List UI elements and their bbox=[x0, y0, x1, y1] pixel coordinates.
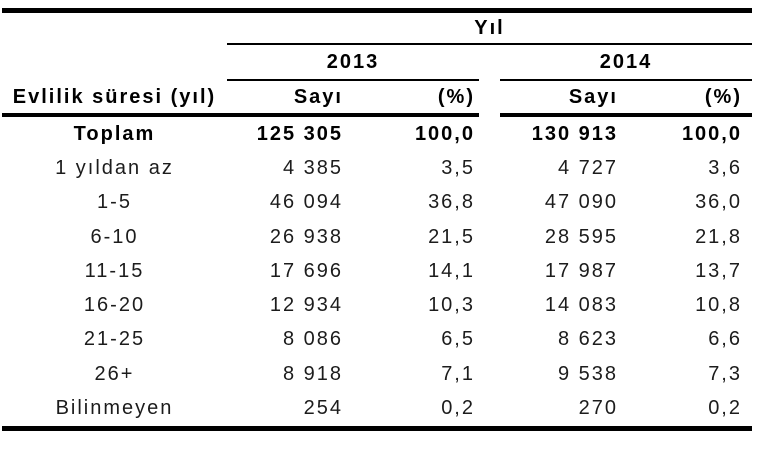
year-2013-header: 2013 bbox=[227, 45, 479, 81]
table-body: Toplam 125 305 100,0 130 913 100,0 1 yıldan a… bbox=[2, 117, 752, 426]
cell-2014-pct: 13,7 bbox=[695, 259, 742, 282]
column-gap bbox=[479, 288, 500, 322]
cell-2013-pct: 14,1 bbox=[428, 259, 475, 282]
cell-2013-sayi: 8 086 bbox=[282, 328, 343, 351]
cell-2013-pct: 100,0 bbox=[414, 122, 475, 145]
table-row: 11-15 17 696 14,1 17 987 13,7 bbox=[2, 254, 752, 288]
table-row: Bilinmeyen 254 0,2 270 0,2 bbox=[2, 391, 752, 425]
table-row: 21-25 8 086 6,5 8 623 6,6 bbox=[2, 323, 752, 357]
statistics-table: Yıl 2013 2014 Evlilik süresi (yıl) Sayı … bbox=[2, 8, 752, 431]
table-row-column-headers: Evlilik süresi (yıl) Sayı (%) Sayı (%) bbox=[2, 81, 752, 117]
row-label: 11-15 bbox=[84, 259, 145, 282]
cell-2013-sayi: 26 938 bbox=[269, 225, 343, 248]
table-row: 1-5 46 094 36,8 47 090 36,0 bbox=[2, 186, 752, 220]
cell-2013-sayi: 12 934 bbox=[269, 294, 343, 317]
cell-2014-pct: 10,8 bbox=[695, 294, 742, 317]
cell-2013-sayi: 17 696 bbox=[269, 259, 343, 282]
row-label: Bilinmeyen bbox=[55, 397, 174, 420]
cell-2014-sayi: 4 727 bbox=[557, 156, 618, 179]
table-row: 26+ 8 918 7,1 9 538 7,3 bbox=[2, 357, 752, 391]
row-label: 1 yıldan az bbox=[55, 156, 174, 179]
dimension-header: Evlilik süresi (yıl) bbox=[2, 81, 227, 117]
table-row: 6-10 26 938 21,5 28 595 21,8 bbox=[2, 220, 752, 254]
corner-spacer bbox=[2, 45, 227, 81]
cell-2014-sayi: 9 538 bbox=[557, 362, 618, 385]
column-gap bbox=[479, 220, 500, 254]
cell-2013-pct: 3,5 bbox=[441, 156, 475, 179]
cell-2014-sayi: 17 987 bbox=[544, 259, 618, 282]
cell-2013-sayi: 254 bbox=[303, 397, 343, 420]
cell-2014-sayi: 28 595 bbox=[544, 225, 618, 248]
cell-2013-pct: 0,2 bbox=[441, 397, 475, 420]
cell-2013-sayi: 125 305 bbox=[256, 122, 343, 145]
cell-2014-sayi: 270 bbox=[578, 397, 618, 420]
column-gap bbox=[479, 254, 500, 288]
cell-2014-pct: 6,6 bbox=[708, 328, 742, 351]
cell-2013-sayi: 46 094 bbox=[269, 191, 343, 214]
cell-2014-pct: 7,3 bbox=[708, 362, 742, 385]
column-gap bbox=[479, 81, 500, 117]
column-gap bbox=[479, 391, 500, 425]
column-gap bbox=[479, 323, 500, 357]
col-header-sayi-2013: Sayı bbox=[227, 81, 347, 117]
cell-2014-pct: 21,8 bbox=[695, 225, 742, 248]
table-row-year-group: Yıl bbox=[2, 13, 752, 45]
cell-2014-sayi: 14 083 bbox=[544, 294, 618, 317]
cell-2014-pct: 100,0 bbox=[681, 122, 742, 145]
col-header-pct-2014: (%) bbox=[622, 81, 752, 117]
cell-2013-pct: 21,5 bbox=[428, 225, 475, 248]
cell-2014-pct: 3,6 bbox=[708, 156, 742, 179]
row-label: 1-5 bbox=[97, 191, 132, 214]
row-label: Toplam bbox=[73, 122, 156, 145]
cell-2013-pct: 6,5 bbox=[441, 328, 475, 351]
cell-2013-sayi: 4 385 bbox=[282, 156, 343, 179]
table-row: 1 yıldan az 4 385 3,5 4 727 3,6 bbox=[2, 151, 752, 185]
table-row-years: 2013 2014 bbox=[2, 45, 752, 81]
year-2014-header: 2014 bbox=[500, 45, 752, 81]
cell-2014-sayi: 130 913 bbox=[531, 122, 618, 145]
cell-2014-sayi: 8 623 bbox=[557, 328, 618, 351]
table-row: 16-20 12 934 10,3 14 083 10,8 bbox=[2, 288, 752, 322]
corner-spacer bbox=[2, 13, 227, 45]
year-group-header: Yıl bbox=[227, 13, 752, 45]
col-header-sayi-2014: Sayı bbox=[500, 81, 622, 117]
cell-2013-pct: 7,1 bbox=[441, 362, 475, 385]
cell-2014-sayi: 47 090 bbox=[544, 191, 618, 214]
table-row: Toplam 125 305 100,0 130 913 100,0 bbox=[2, 117, 752, 151]
cell-2013-pct: 10,3 bbox=[428, 294, 475, 317]
row-label: 21-25 bbox=[83, 328, 146, 351]
cell-2014-pct: 0,2 bbox=[708, 397, 742, 420]
column-gap bbox=[479, 117, 500, 151]
row-label: 16-20 bbox=[83, 294, 146, 317]
row-label: 26+ bbox=[94, 362, 135, 385]
column-gap bbox=[479, 151, 500, 185]
column-gap bbox=[479, 45, 500, 81]
cell-2014-pct: 36,0 bbox=[695, 191, 742, 214]
cell-2013-pct: 36,8 bbox=[428, 191, 475, 214]
cell-2013-sayi: 8 918 bbox=[282, 362, 343, 385]
column-gap bbox=[479, 186, 500, 220]
column-gap bbox=[479, 357, 500, 391]
col-header-pct-2013: (%) bbox=[347, 81, 479, 117]
row-label: 6-10 bbox=[90, 225, 139, 248]
